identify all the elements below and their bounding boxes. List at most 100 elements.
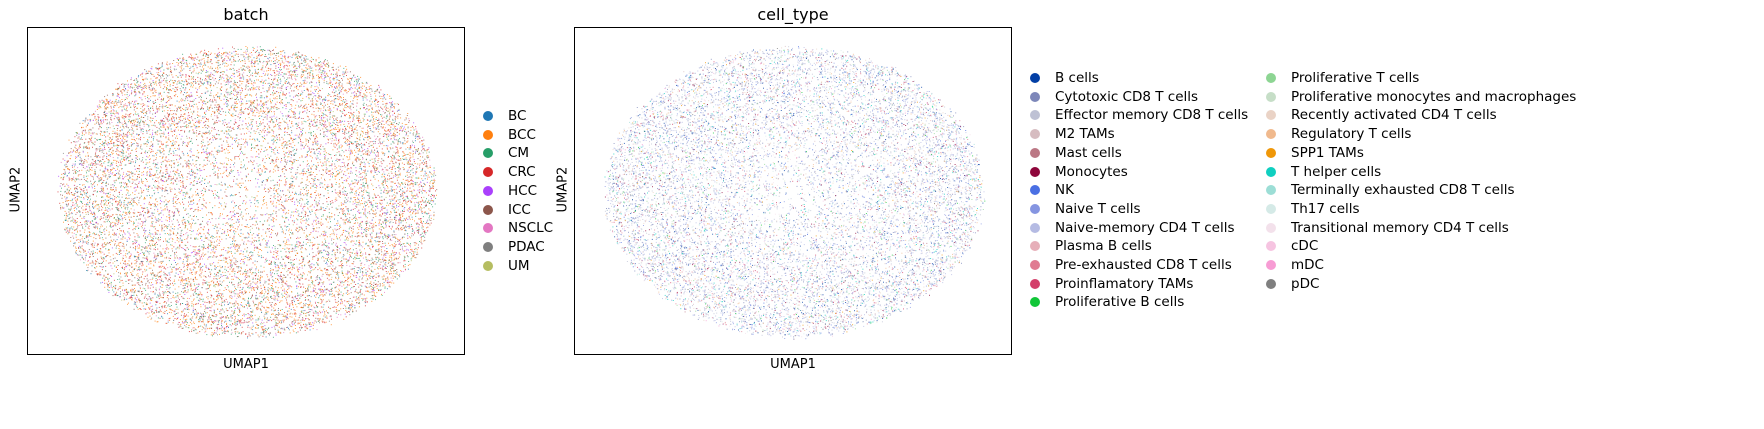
scatter-point (281, 321, 283, 323)
scatter-point (86, 203, 88, 205)
scatter-point (175, 91, 177, 93)
scatter-point (302, 317, 304, 319)
scatter-point (137, 176, 139, 178)
scatter-point (345, 179, 347, 181)
scatter-point (120, 262, 121, 264)
scatter-point (185, 283, 187, 285)
scatter-point (278, 326, 280, 328)
scatter-point (259, 175, 261, 176)
scatter-point (393, 282, 395, 284)
scatter-point (100, 121, 102, 123)
scatter-point (154, 112, 156, 114)
scatter-point (72, 169, 74, 171)
scatter-point (200, 190, 202, 192)
scatter-point (345, 305, 347, 307)
scatter-point (375, 118, 377, 120)
scatter-point (221, 308, 223, 310)
scatter-point (318, 288, 319, 290)
scatter-point (263, 127, 265, 129)
scatter-point (337, 284, 339, 286)
scatter-point (233, 180, 235, 182)
scatter-point (407, 181, 409, 183)
scatter-point (256, 100, 258, 102)
scatter-point (195, 191, 196, 193)
scatter-point (381, 117, 383, 119)
scatter-point (285, 198, 287, 200)
scatter-point (120, 102, 122, 104)
scatter-point (117, 137, 119, 139)
scatter-point (194, 177, 196, 179)
scatter-point (262, 103, 264, 105)
scatter-point (110, 286, 112, 288)
scatter-point (88, 143, 90, 145)
scatter-point (366, 217, 368, 219)
scatter-point (168, 177, 170, 179)
scatter-point (198, 122, 200, 124)
scatter-point (139, 288, 141, 290)
scatter-point (88, 205, 90, 207)
scatter-point (325, 292, 327, 294)
scatter-point (342, 193, 344, 195)
scatter-point (325, 96, 327, 98)
scatter-point (173, 91, 175, 92)
scatter-point (205, 288, 207, 290)
scatter-point (407, 138, 409, 139)
scatter-point (175, 208, 177, 210)
scatter-point (136, 233, 138, 235)
scatter-point (361, 190, 362, 192)
scatter-point (319, 208, 321, 210)
scatter-point (160, 263, 162, 264)
scatter-point (191, 272, 192, 274)
scatter-point (87, 267, 89, 269)
scatter-point (109, 221, 110, 223)
scatter-point (411, 248, 413, 250)
scatter-point (284, 296, 285, 297)
scatter-point (191, 138, 193, 140)
scatter-point (138, 282, 140, 284)
scatter-point (357, 270, 359, 271)
scatter-point (354, 80, 355, 82)
scatter-point (144, 224, 146, 226)
scatter-point (267, 289, 269, 291)
scatter-point (354, 222, 356, 224)
scatter-point (246, 100, 248, 102)
scatter-point (260, 49, 262, 51)
scatter-point (215, 248, 217, 250)
scatter-point (428, 208, 430, 210)
scatter-point (322, 105, 324, 106)
scatter-point (391, 282, 393, 284)
scatter-point (109, 137, 111, 139)
scatter-point (85, 220, 87, 221)
scatter-point (274, 98, 276, 100)
scatter-point (161, 225, 163, 227)
scatter-point (306, 160, 308, 162)
scatter-point (264, 168, 266, 170)
scatter-point (237, 221, 239, 223)
scatter-point (374, 92, 376, 94)
scatter-point (243, 282, 245, 284)
scatter-point (85, 170, 87, 172)
scatter-point (104, 166, 106, 168)
scatter-point (109, 165, 111, 167)
scatter-point (276, 294, 278, 296)
scatter-point (192, 154, 194, 156)
scatter-point (362, 96, 364, 98)
scatter-point (176, 141, 178, 143)
scatter-point (78, 140, 80, 142)
scatter-point (258, 132, 260, 134)
scatter-point (116, 253, 118, 255)
scatter-point (124, 261, 126, 263)
scatter-point (418, 152, 420, 154)
scatter-point (380, 236, 382, 238)
scatter-point (194, 176, 196, 178)
scatter-point (69, 152, 71, 154)
scatter-point (118, 196, 120, 198)
scatter-point (121, 299, 123, 301)
scatter-point (169, 292, 171, 294)
scatter-point (399, 188, 401, 190)
scatter-point (375, 187, 377, 189)
scatter-point (312, 74, 313, 76)
scatter-point (190, 76, 192, 78)
scatter-point (217, 166, 218, 168)
scatter-point (200, 312, 201, 314)
